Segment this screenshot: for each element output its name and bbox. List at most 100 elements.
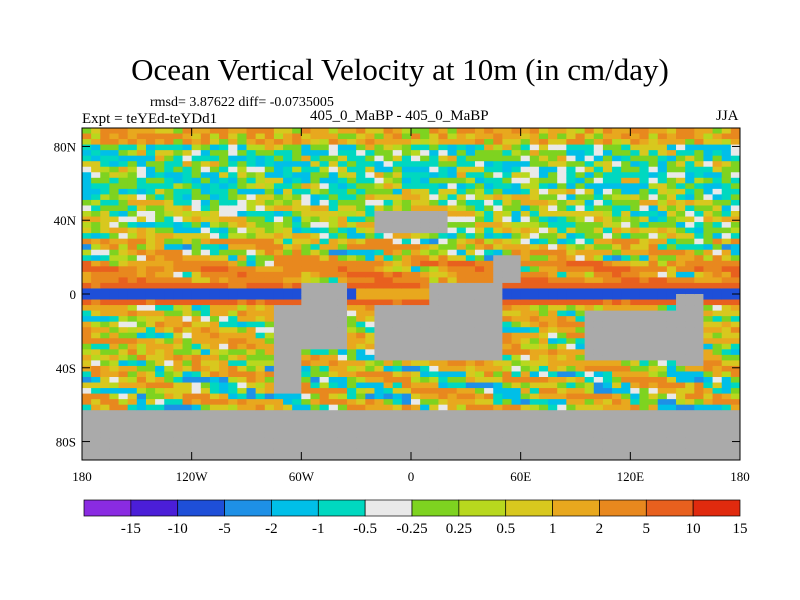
heatmap-cell (219, 249, 229, 256)
heatmap-cell (712, 404, 723, 411)
heatmap-cell (273, 211, 284, 218)
heatmap-cell (255, 161, 266, 168)
heatmap-cell (694, 316, 704, 323)
heatmap-cell (100, 233, 110, 240)
heatmap-cell (721, 410, 732, 417)
heatmap-cell (127, 443, 138, 450)
heatmap-cell (109, 332, 120, 339)
heatmap-cell (465, 349, 476, 356)
heatmap-cell (191, 139, 202, 146)
heatmap-cell (200, 321, 211, 328)
heatmap-cell (703, 354, 714, 361)
heatmap-cell (520, 161, 531, 168)
heatmap-cell (612, 277, 622, 284)
heatmap-cell (730, 177, 741, 184)
heatmap-cell (557, 161, 567, 168)
heatmap-cell (145, 249, 156, 256)
heatmap-cell (100, 260, 110, 267)
heatmap-cell (511, 255, 522, 262)
heatmap-cell (127, 349, 138, 356)
heatmap-cell (182, 382, 193, 389)
heatmap-cell (173, 454, 184, 461)
heatmap-cell (246, 255, 257, 262)
heatmap-cell (630, 382, 640, 389)
heatmap-cell (173, 155, 184, 162)
heatmap-cell (602, 415, 613, 422)
heatmap-cell (685, 437, 695, 444)
heatmap-cell (456, 377, 467, 384)
heatmap-cell (730, 426, 741, 433)
heatmap-cell (155, 260, 165, 267)
heatmap-cell (694, 166, 704, 173)
heatmap-cell (145, 166, 156, 173)
heatmap-cell (182, 310, 193, 317)
heatmap-cell (383, 305, 394, 312)
heatmap-cell (666, 144, 677, 151)
heatmap-cell (420, 316, 430, 323)
heatmap-cell (145, 365, 156, 372)
heatmap-cell (255, 166, 266, 173)
heatmap-cell (456, 421, 467, 428)
heatmap-cell (347, 199, 357, 206)
heatmap-cell (447, 432, 458, 439)
heatmap-cell (347, 155, 357, 162)
heatmap-cell (538, 161, 549, 168)
heatmap-cell (118, 172, 129, 179)
heatmap-cell (127, 371, 138, 378)
heatmap-cell (356, 139, 366, 146)
heatmap-cell (420, 216, 430, 223)
heatmap-cell (538, 294, 549, 301)
heatmap-cell (219, 448, 229, 455)
heatmap-cell (356, 211, 366, 218)
heatmap-cell (273, 255, 284, 262)
heatmap-cell (666, 172, 677, 179)
heatmap-cell (474, 421, 485, 428)
heatmap-cell (666, 255, 677, 262)
heatmap-cell (337, 415, 348, 422)
heatmap-cell (136, 349, 147, 356)
heatmap-cell (612, 183, 622, 190)
heatmap-cell (328, 238, 339, 245)
heatmap-cell (173, 443, 184, 450)
heatmap-cell (694, 222, 704, 229)
heatmap-cell (319, 222, 330, 229)
heatmap-cell (127, 354, 138, 361)
heatmap-cell (520, 404, 531, 411)
heatmap-cell (246, 150, 257, 157)
heatmap-cell (420, 172, 430, 179)
heatmap-cell (648, 305, 659, 312)
heatmap-cell (237, 150, 247, 157)
heatmap-cell (310, 128, 321, 135)
heatmap-cell (493, 155, 503, 162)
heatmap-cell (374, 454, 385, 461)
heatmap-cell (676, 155, 686, 162)
heatmap-cell (237, 343, 247, 350)
heatmap-cell (676, 249, 686, 256)
heatmap-cell (246, 404, 257, 411)
heatmap-cell (337, 382, 348, 389)
heatmap-cell (301, 410, 311, 417)
heatmap-cell (219, 139, 229, 146)
heatmap-cell (593, 150, 604, 157)
heatmap-cell (484, 393, 494, 400)
heatmap-cell (365, 161, 375, 168)
heatmap-cell (273, 454, 284, 461)
heatmap-cell (666, 177, 677, 184)
heatmap-cell (292, 310, 302, 317)
heatmap-cell (511, 161, 522, 168)
heatmap-cell (301, 255, 311, 262)
heatmap-cell (676, 316, 686, 323)
heatmap-cell (621, 415, 631, 422)
heatmap-cell (145, 155, 156, 162)
heatmap-cell (82, 349, 92, 356)
heatmap-cell (730, 388, 741, 395)
heatmap-cell (347, 161, 357, 168)
heatmap-cell (392, 161, 403, 168)
heatmap-cell (328, 255, 339, 262)
heatmap-cell (447, 399, 458, 406)
heatmap-cell (365, 166, 375, 173)
heatmap-cell (228, 365, 238, 372)
heatmap-cell (602, 437, 613, 444)
heatmap-cell (639, 161, 650, 168)
heatmap-cell (255, 437, 266, 444)
